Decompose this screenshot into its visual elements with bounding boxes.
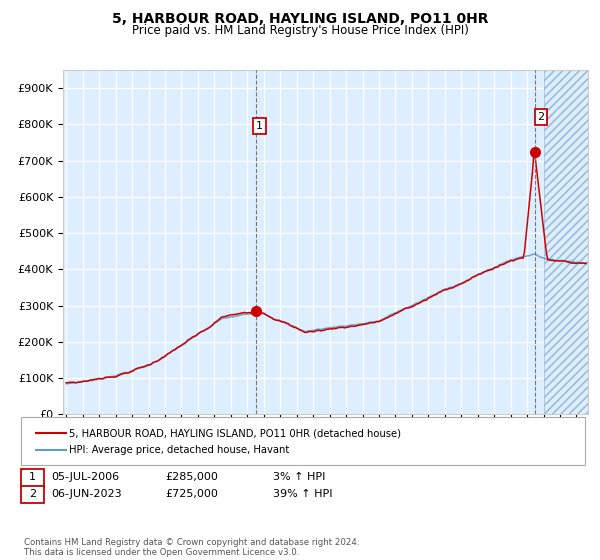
Text: 5, HARBOUR ROAD, HAYLING ISLAND, PO11 0HR (detached house): 5, HARBOUR ROAD, HAYLING ISLAND, PO11 0H… xyxy=(69,428,401,438)
Text: £725,000: £725,000 xyxy=(165,489,218,499)
Text: 5, HARBOUR ROAD, HAYLING ISLAND, PO11 0HR: 5, HARBOUR ROAD, HAYLING ISLAND, PO11 0H… xyxy=(112,12,488,26)
Text: 05-JUL-2006: 05-JUL-2006 xyxy=(51,472,119,482)
Text: £285,000: £285,000 xyxy=(165,472,218,482)
Bar xyxy=(544,70,596,414)
Text: 1: 1 xyxy=(29,472,36,482)
Text: 3% ↑ HPI: 3% ↑ HPI xyxy=(273,472,325,482)
Text: 06-JUN-2023: 06-JUN-2023 xyxy=(51,489,122,499)
Text: 1: 1 xyxy=(256,121,263,131)
Bar xyxy=(544,70,596,414)
Text: Contains HM Land Registry data © Crown copyright and database right 2024.
This d: Contains HM Land Registry data © Crown c… xyxy=(24,538,359,557)
Text: 2: 2 xyxy=(538,112,545,122)
Text: HPI: Average price, detached house, Havant: HPI: Average price, detached house, Hava… xyxy=(69,445,289,455)
Text: Price paid vs. HM Land Registry's House Price Index (HPI): Price paid vs. HM Land Registry's House … xyxy=(131,24,469,36)
Text: 2: 2 xyxy=(29,489,36,499)
Text: 39% ↑ HPI: 39% ↑ HPI xyxy=(273,489,332,499)
